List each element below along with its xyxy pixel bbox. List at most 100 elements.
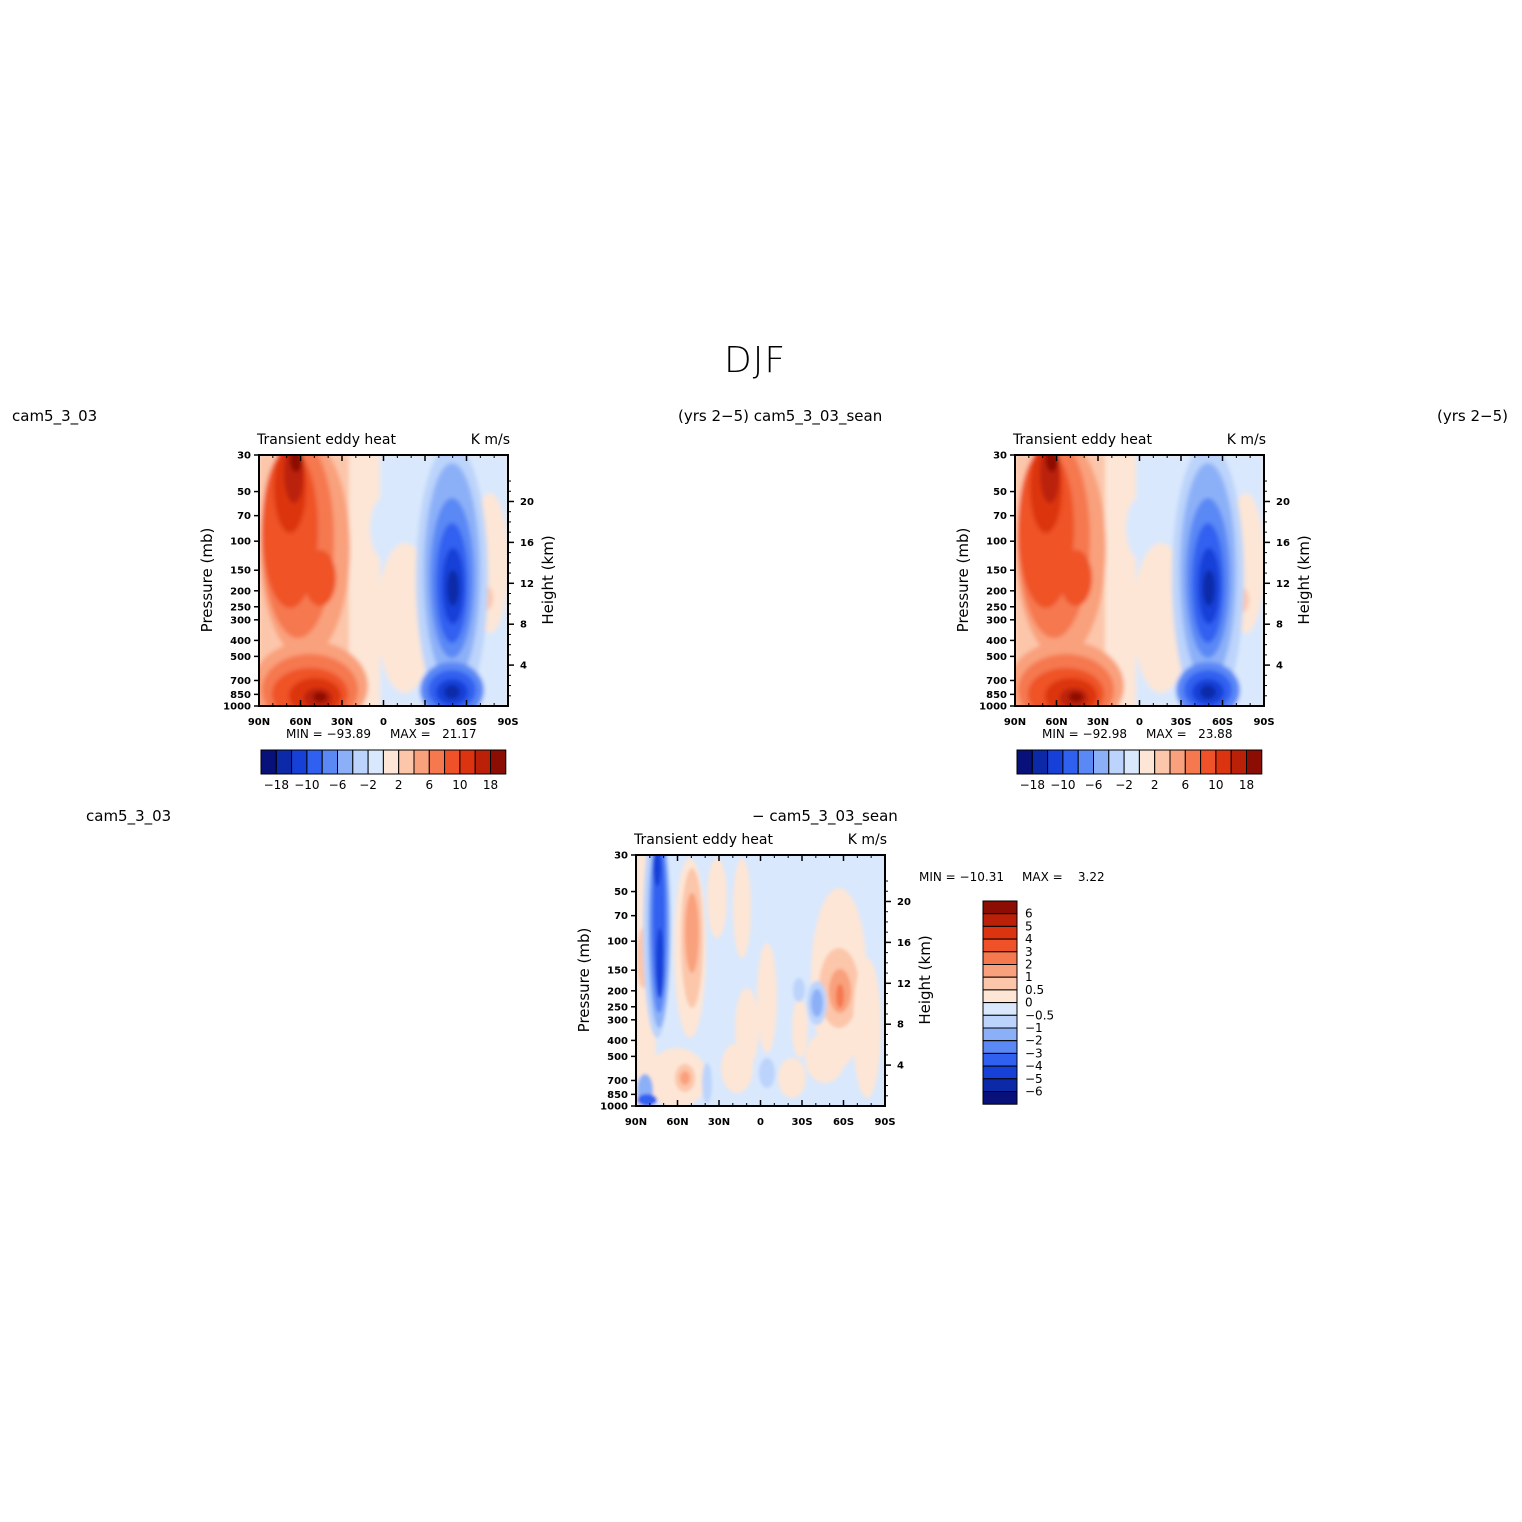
panel3-colorbar-swatch [982, 913, 1018, 927]
panel2-title-left: Transient eddy heat [1012, 432, 1152, 448]
panel1-colorbar-swatch [260, 749, 277, 775]
panel2-ytick-label: 250 [986, 602, 1007, 613]
panel3-ytick-right-label: 12 [897, 979, 911, 990]
panel1-ytick-label: 500 [230, 652, 251, 663]
chart-panel-3: Transient eddy heat K m/s [575, 832, 1105, 1128]
panel3-ytick-label: 500 [607, 1052, 628, 1063]
panel2-colorbar-swatch [1123, 749, 1140, 775]
panel3-y-axis-right: 20 16 12 8 4 [885, 880, 911, 1097]
panel2-colorbar-swatch [1077, 749, 1094, 775]
panel1-title-right: K m/s [471, 432, 510, 448]
panel2-colorbar-label: −6 [1085, 778, 1103, 792]
panel2-colorbar-label: −2 [1115, 778, 1133, 792]
panel3-colorbar-label: −4 [1025, 1059, 1043, 1073]
panel2-right-label: (yrs 2−5) [1437, 407, 1508, 425]
panel1-left-label: cam5_3_03 [12, 407, 98, 425]
panel1-ytick-label: 250 [230, 602, 251, 613]
panel3-x-axis: 90N 60N 30N 0 30S 60S 90S [625, 1100, 896, 1128]
panel2-ytick-right-label: 20 [1276, 497, 1290, 508]
panel1-xtick-label: 60N [289, 717, 311, 728]
panel3-colorbar-swatch [982, 989, 1018, 1004]
panel3-xtick-label: 60S [833, 1117, 854, 1128]
panel3-colorbar-swatch [982, 1065, 1018, 1080]
panel3-colorbar-label: −5 [1025, 1072, 1043, 1086]
panel3-contour-field [636, 855, 881, 1106]
panel3-xtick-label: 90S [874, 1117, 895, 1128]
panel1-contour-field [259, 455, 508, 706]
panel1-colorbar-label: −10 [294, 778, 319, 792]
panel1-y-axis-right: 20 16 12 8 4 [508, 480, 534, 697]
panel2-ytick-label: 500 [986, 652, 1007, 663]
panel2-ytick-label: 400 [986, 636, 1007, 647]
panel1-colorbar-swatch [337, 749, 354, 775]
chart-panel-1: Transient eddy heat K m/s [198, 432, 557, 792]
panel1-ytick-right-label: 20 [520, 497, 534, 508]
panel3-colorbar-swatch [982, 964, 1018, 978]
panel1-x-axis-top [258, 455, 509, 461]
panel2-ytick-label: 850 [986, 690, 1007, 701]
panel2-xtick-label: 90S [1253, 717, 1274, 728]
panel2-xtick-label: 60N [1045, 717, 1067, 728]
panel1-colorbar-swatch [398, 749, 415, 775]
panel2-ylabel-right: Height (km) [1295, 535, 1313, 624]
panel1-colorbar-swatch [474, 749, 492, 775]
panel3-colorbar-label: 1 [1025, 970, 1033, 984]
panel1-colorbar-label: 2 [395, 778, 403, 792]
panel2-ytick-right-label: 4 [1276, 661, 1283, 672]
panel1-ytick-right-label: 4 [520, 661, 527, 672]
panel1-colorbar-swatch [490, 749, 507, 775]
panel1-ytick-label: 400 [230, 636, 251, 647]
panel2-ytick-label: 100 [986, 537, 1007, 548]
panel3-title-left: Transient eddy heat [633, 832, 773, 848]
panel1-colorbar-label: 10 [452, 778, 467, 792]
panel3-colorbar-label: 5 [1025, 919, 1033, 933]
panel1-colorbar-swatch [382, 749, 400, 775]
panel3-xtick-label: 90N [625, 1117, 647, 1128]
panel2-min-label: MIN = −92.98 [1042, 727, 1127, 741]
panel3-ytick-label: 70 [614, 911, 628, 922]
panel3-colorbar-swatch [982, 951, 1018, 966]
panel1-xtick-label: 90S [497, 717, 518, 728]
panel1-colorbar-swatch [413, 749, 430, 775]
panel3-ylabel: Pressure (mb) [575, 928, 593, 1033]
panel3-colorbar-label: 6 [1025, 907, 1033, 921]
panel1-ytick-right-label: 12 [520, 579, 534, 590]
panel2-xtick-label: 90N [1004, 717, 1026, 728]
panel1-ytick-right-label: 8 [520, 620, 527, 631]
panel3-ytick-label: 1000 [600, 1102, 628, 1113]
page-title: DJF [724, 340, 787, 381]
panel2-ylabel: Pressure (mb) [954, 528, 972, 633]
panel3-colorbar-label: −1 [1025, 1021, 1043, 1035]
panel1-colorbar-swatch [321, 749, 338, 775]
panel2-colorbar-swatch [1200, 749, 1217, 775]
panel3-colorbar-swatch [982, 1014, 1018, 1029]
panel2-colorbar-swatch [1093, 749, 1110, 775]
panel3-max-label: MAX = 3.22 [1022, 870, 1105, 884]
panel1-colorbar-swatch [459, 749, 476, 775]
panel1-xtick-label: 0 [380, 717, 387, 728]
panel3-ytick-label: 150 [607, 966, 628, 977]
panel1-colorbar-label: −2 [359, 778, 377, 792]
panel2-colorbar-label: 18 [1239, 778, 1254, 792]
panel3-right-label: − cam5_3_03_sean [752, 807, 898, 825]
panel1-colorbar-label: −6 [329, 778, 347, 792]
panel3-colorbar-label: 2 [1025, 958, 1033, 972]
panel3-title-right: K m/s [848, 832, 887, 848]
panel3-x-axis-top [635, 855, 886, 861]
panel3-colorbar-swatch [982, 900, 1018, 915]
panel1-xtick-label: 90N [248, 717, 270, 728]
panel3-colorbar-label: 3 [1025, 945, 1033, 959]
panel1-ytick-right-label: 16 [520, 538, 534, 549]
panel1-colorbar-label: 18 [483, 778, 498, 792]
panel1-max-label: MAX = 21.17 [390, 727, 476, 741]
panel1-colorbar-swatch [428, 749, 446, 775]
panel2-colorbar: −18 −10 −6 −2 2 6 10 18 [1016, 749, 1263, 792]
panel2-xtick-label: 0 [1136, 717, 1143, 728]
panel2-xtick-label: 60S [1212, 717, 1233, 728]
panel2-ytick-label: 50 [993, 487, 1007, 498]
panel3-colorbar-label: 0 [1025, 996, 1033, 1010]
